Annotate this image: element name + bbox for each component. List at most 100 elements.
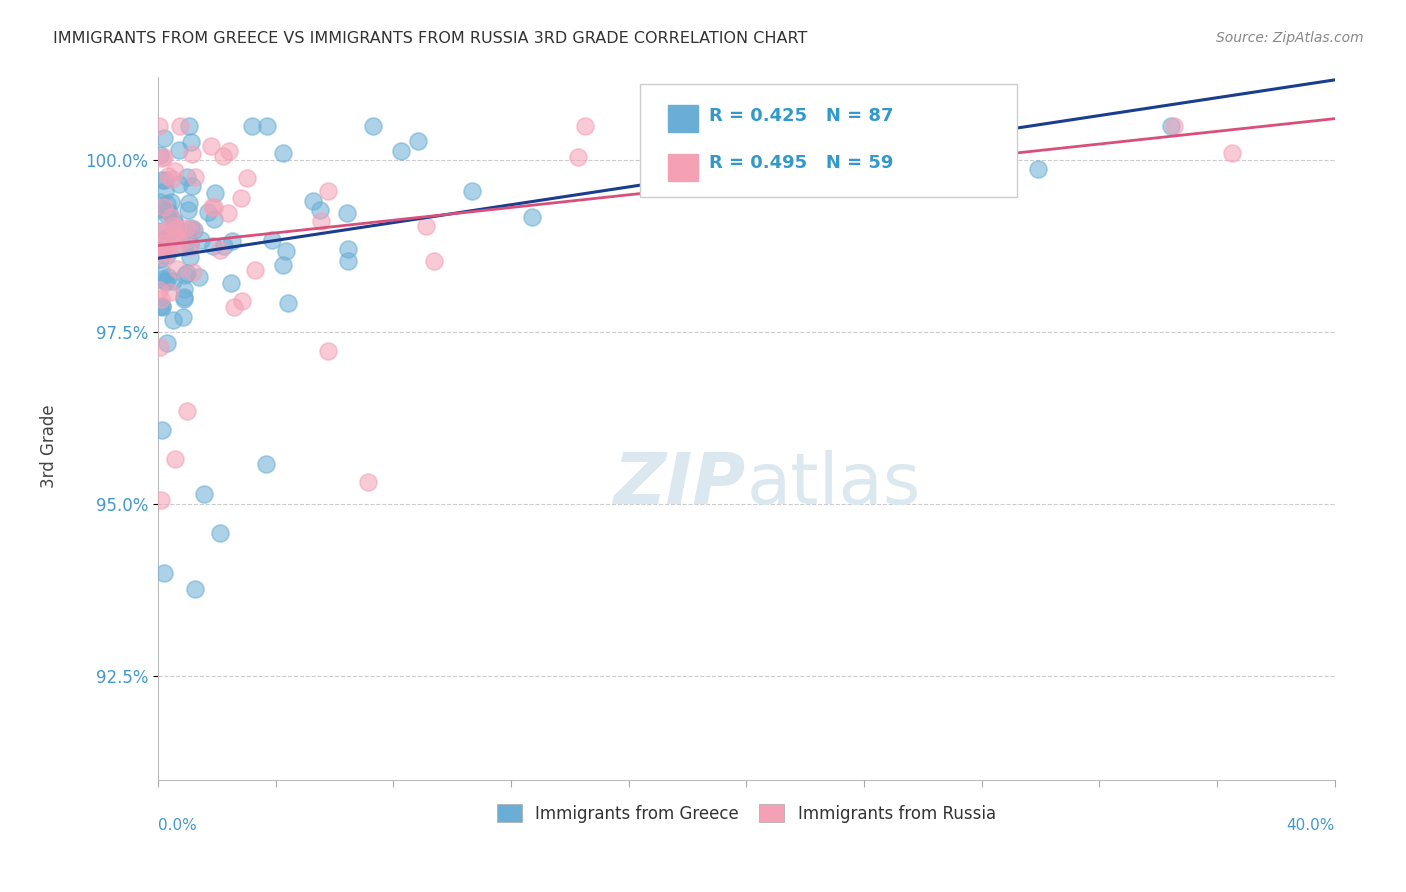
Point: [179, 196, 201, 211]
Point: [271, 145, 294, 160]
Point: [163, 452, 186, 467]
Point: [236, 171, 259, 186]
Point: [156, 270, 179, 285]
Point: [156, 196, 179, 211]
Point: [177, 203, 200, 218]
Point: [165, 227, 187, 241]
Point: [204, 200, 226, 214]
Point: [157, 243, 180, 257]
Point: [173, 240, 195, 254]
Point: [167, 143, 190, 157]
Point: [149, 340, 172, 354]
Text: 40.0%: 40.0%: [1286, 818, 1334, 833]
Point: [422, 253, 444, 268]
Point: [149, 299, 172, 313]
Point: [208, 526, 231, 541]
Point: [149, 252, 172, 267]
Point: [183, 223, 205, 237]
Point: [183, 265, 205, 279]
Point: [156, 336, 179, 351]
Text: 3rd Grade: 3rd Grade: [41, 404, 58, 488]
Point: [173, 268, 195, 282]
Point: [148, 240, 170, 254]
Point: [167, 221, 190, 235]
Point: [173, 293, 195, 307]
Point: [254, 457, 277, 471]
Point: [389, 144, 412, 158]
Point: [152, 131, 174, 145]
FancyBboxPatch shape: [668, 105, 699, 131]
Point: [180, 221, 202, 235]
Point: [197, 205, 219, 219]
Point: [187, 269, 209, 284]
Point: [155, 238, 177, 252]
Point: [172, 310, 194, 324]
Point: [311, 214, 333, 228]
FancyBboxPatch shape: [668, 154, 699, 181]
Point: [166, 232, 188, 246]
Point: [150, 173, 173, 187]
Point: [157, 232, 180, 246]
Point: [567, 150, 589, 164]
Point: [156, 169, 179, 183]
Point: [159, 210, 181, 224]
Point: [201, 239, 224, 253]
Point: [150, 493, 173, 508]
Point: [461, 184, 484, 198]
Point: [167, 177, 190, 191]
Point: [180, 147, 202, 161]
Point: [179, 250, 201, 264]
Point: [155, 207, 177, 221]
Point: [155, 204, 177, 219]
Point: [153, 251, 176, 265]
Point: [176, 220, 198, 235]
Point: [274, 244, 297, 259]
Point: [150, 240, 173, 254]
Point: [179, 240, 201, 254]
Point: [229, 191, 252, 205]
Point: [336, 205, 359, 219]
Point: [669, 119, 692, 133]
Point: [156, 248, 179, 262]
Point: [193, 487, 215, 501]
Point: [155, 231, 177, 245]
Text: 0.0%: 0.0%: [157, 818, 197, 833]
Point: [148, 119, 170, 133]
Point: [218, 144, 240, 158]
Point: [201, 200, 224, 214]
Point: [221, 234, 243, 248]
Point: [148, 283, 170, 297]
Point: [202, 212, 225, 227]
Point: [212, 149, 235, 163]
Point: [149, 148, 172, 162]
Point: [173, 282, 195, 296]
Point: [162, 313, 184, 327]
Point: [153, 274, 176, 288]
Point: [169, 119, 191, 133]
Point: [800, 119, 823, 133]
Point: [153, 184, 176, 198]
Point: [162, 171, 184, 186]
Point: [150, 423, 173, 437]
Point: [190, 233, 212, 247]
Point: [219, 277, 242, 291]
Point: [153, 566, 176, 581]
Point: [1163, 119, 1185, 133]
Point: [177, 119, 200, 133]
Point: [256, 119, 278, 133]
Point: [153, 200, 176, 214]
Text: Source: ZipAtlas.com: Source: ZipAtlas.com: [1216, 31, 1364, 45]
Point: [302, 194, 325, 208]
Point: [520, 211, 543, 225]
Point: [149, 292, 172, 306]
Point: [149, 195, 172, 210]
Point: [181, 222, 204, 236]
Text: IMMIGRANTS FROM GREECE VS IMMIGRANTS FROM RUSSIA 3RD GRADE CORRELATION CHART: IMMIGRANTS FROM GREECE VS IMMIGRANTS FRO…: [53, 31, 808, 46]
Text: ZIP: ZIP: [614, 450, 747, 519]
Point: [166, 262, 188, 277]
Point: [176, 170, 198, 185]
Point: [163, 214, 186, 228]
Point: [176, 404, 198, 418]
Point: [316, 344, 339, 359]
Point: [337, 253, 360, 268]
